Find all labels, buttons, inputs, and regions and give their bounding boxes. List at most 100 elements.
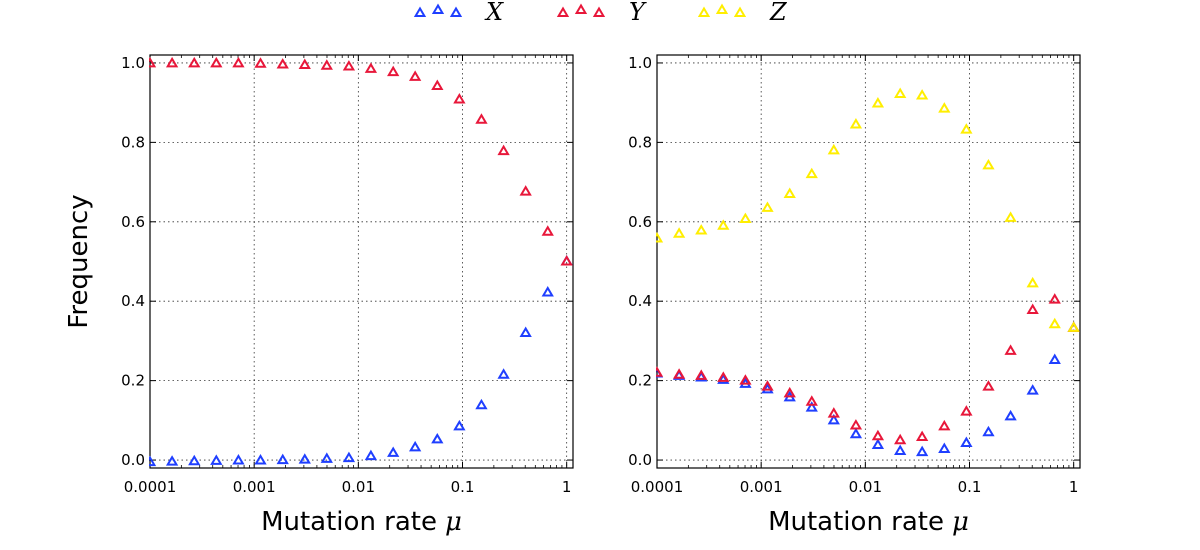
data-point-z: [827, 143, 840, 155]
y-tick-label: 1.0: [628, 54, 652, 72]
data-point-y: [827, 407, 840, 418]
data-point-x: [497, 368, 510, 379]
data-point-x: [188, 454, 201, 466]
y-tick-label: 0.4: [121, 292, 145, 310]
data-point-x: [519, 326, 532, 338]
legend-marker: [556, 6, 570, 18]
x-axis-label: Mutation rate μ: [261, 507, 462, 537]
data-point-y: [560, 255, 573, 266]
data-point-z: [739, 212, 752, 224]
right-panel: 0.0001 0.001 0.01 0.1 1 0.0 0.2 0.4 0.6 0.8 1.0 Mut…: [628, 54, 1081, 537]
data-point-x: [982, 425, 995, 437]
data-point-z: [805, 167, 818, 179]
data-point-z: [960, 123, 973, 134]
legend-label: Z: [769, 0, 788, 26]
legend-label: X: [484, 0, 504, 26]
x-axis-label-symbol: μ: [445, 507, 462, 537]
data-point-x: [276, 453, 289, 465]
series-y: [149, 56, 573, 266]
data-point-y: [871, 429, 885, 441]
left-panel: 0.0001 0.001 0.01 0.1 1 0.0 0.2 0.4 0.6 0.8 1.0 Mut…: [64, 54, 574, 537]
data-point-y: [1048, 293, 1061, 304]
legend-marker: [697, 6, 711, 18]
data-point-x: [232, 454, 245, 465]
plot-frame: [656, 54, 1081, 469]
data-point-x: [149, 455, 157, 467]
x-tick-label: 0.1: [958, 478, 982, 496]
plot-frame: [149, 54, 574, 469]
data-point-y: [761, 380, 774, 391]
data-point-z: [871, 97, 885, 108]
data-point-y: [387, 65, 400, 77]
data-point-x: [453, 419, 466, 431]
data-point-y: [656, 366, 664, 377]
data-point-y: [938, 419, 951, 431]
data-point-y: [149, 56, 157, 68]
x-tick-label: 0.001: [233, 478, 276, 496]
data-point-y: [475, 113, 488, 124]
data-point-y: [783, 386, 796, 398]
y-tick-label: 1.0: [121, 54, 145, 72]
data-point-x: [342, 451, 356, 463]
data-point-x: [1026, 384, 1039, 395]
x-tick-label: 0.01: [849, 478, 882, 496]
data-point-z: [1048, 317, 1061, 329]
data-point-y: [894, 433, 907, 445]
data-point-y: [165, 56, 179, 68]
data-point-y: [960, 405, 973, 416]
x-tick-label: 0.01: [342, 478, 375, 496]
data-point-y: [254, 57, 267, 68]
y-axis-label: Frequency: [64, 194, 94, 328]
data-point-y: [342, 60, 356, 71]
data-point-x: [408, 440, 422, 452]
data-point-z: [695, 224, 708, 235]
data-point-x: [894, 444, 907, 455]
x-axis-label: Mutation rate μ: [768, 507, 969, 537]
data-point-x: [960, 436, 973, 448]
data-point-y: [431, 79, 444, 90]
y-tick-label: 0.6: [628, 213, 652, 231]
series-x: [149, 255, 573, 467]
data-point-y: [232, 56, 245, 68]
data-point-y: [276, 58, 289, 69]
x-tick-label: 0.001: [740, 478, 783, 496]
data-point-x: [541, 286, 554, 297]
data-point-y: [1004, 344, 1017, 355]
data-point-x: [320, 452, 333, 463]
data-point-y: [320, 59, 333, 70]
data-point-y: [982, 380, 995, 391]
y-tick-label: 0.0: [121, 451, 145, 469]
data-point-z: [849, 118, 863, 129]
x-axis-label-text: Mutation rate: [261, 507, 437, 537]
y-tick-label: 0.4: [628, 292, 652, 310]
data-point-z: [1026, 276, 1039, 288]
data-point-x: [210, 454, 223, 465]
legend-marker: [733, 6, 747, 18]
legend-label: Y: [629, 0, 647, 26]
y-tick-label: 0.8: [628, 133, 652, 151]
legend-entry-z: Z: [697, 0, 788, 26]
x-tick-label: 0.0001: [124, 478, 177, 496]
data-point-y: [717, 371, 730, 382]
x-axis-label-text: Mutation rate: [768, 507, 944, 537]
y-tick-label: 0.8: [121, 133, 145, 151]
data-point-x: [827, 413, 840, 425]
data-point-z: [1067, 321, 1080, 332]
data-points: [656, 87, 1080, 457]
data-point-y: [849, 419, 863, 430]
data-point-z: [1004, 211, 1017, 222]
data-point-y: [1026, 303, 1039, 314]
legend-marker: [431, 3, 445, 15]
x-tick-label: 1: [1069, 478, 1079, 496]
x-tick-label: 1: [562, 478, 572, 496]
data-point-x: [805, 401, 818, 412]
data-point-x: [717, 373, 730, 384]
data-point-z: [894, 87, 907, 98]
legend-marker: [413, 6, 427, 18]
legend-entry-x: X: [413, 0, 504, 26]
data-point-x: [254, 454, 267, 465]
data-points: [149, 56, 573, 467]
data-point-y: [915, 430, 929, 442]
data-point-y: [541, 225, 554, 236]
data-point-y: [805, 395, 818, 406]
